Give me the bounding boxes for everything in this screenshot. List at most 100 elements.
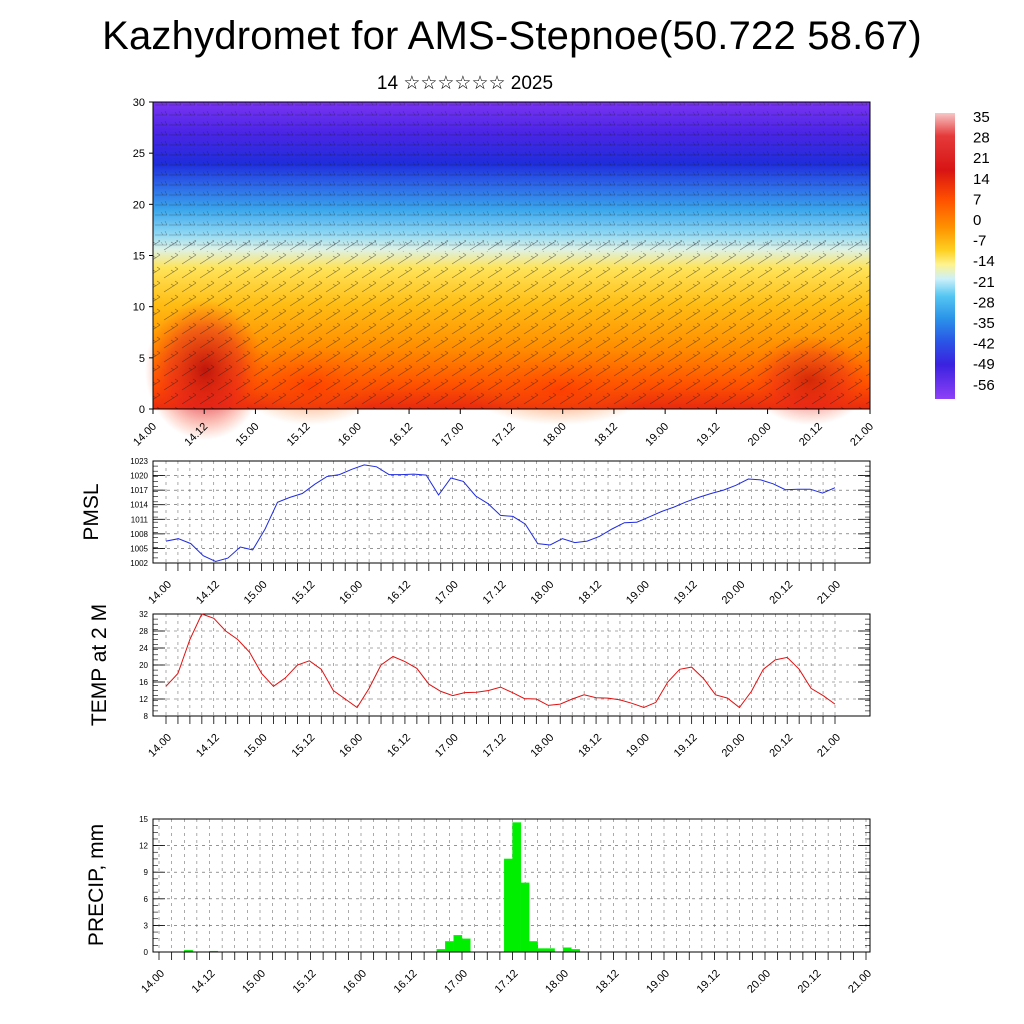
precip-bar — [503, 858, 513, 953]
colorbar-label: -7 — [973, 233, 986, 250]
precip-bar — [546, 948, 555, 953]
y-tick-label: 25 — [133, 148, 145, 160]
x-tick-label: 15.12 — [290, 732, 318, 760]
pmsl-frame — [152, 460, 871, 564]
x-tick-label: 17.12 — [493, 968, 521, 996]
x-tick-label: 14.00 — [139, 968, 167, 996]
x-tick-label: 16.12 — [392, 968, 420, 996]
precip-ylabel: PRECIP, mm — [85, 824, 108, 946]
x-tick-label: 17.12 — [481, 579, 509, 607]
x-tick-label: 15.12 — [291, 968, 319, 996]
precip-bars — [184, 822, 580, 953]
x-tick-label: 14.12 — [190, 968, 218, 996]
y-tick-label: 12 — [139, 842, 148, 851]
x-tick-label: 20.00 — [720, 732, 748, 760]
colorbar-label: -42 — [973, 336, 995, 353]
x-tick-label: 14.00 — [146, 579, 174, 607]
x-tick-label: 14.12 — [194, 579, 222, 607]
precip-x-axis: 14.00 14.12 15.00 15.12 16.00 16.12 17.00 17.12… — [139, 952, 874, 996]
y-tick-label: 1008 — [130, 530, 148, 539]
x-tick-label: 18.00 — [528, 579, 556, 607]
x-tick-label: 20.00 — [720, 579, 748, 607]
chart-title: Kazhydromet for AMS-Stepnoe(50.722 58.67… — [102, 14, 922, 58]
x-tick-label: 20.00 — [745, 968, 773, 996]
x-tick-label: 14.12 — [194, 732, 222, 760]
precip-bar — [512, 822, 522, 953]
y-tick-label: 16 — [139, 678, 148, 687]
x-tick-label: 19.12 — [672, 579, 700, 607]
temp-series-line — [165, 613, 836, 709]
y-tick-label: 1017 — [130, 486, 148, 495]
x-tick-label: 17.12 — [481, 732, 509, 760]
x-tick-label: 15.00 — [240, 968, 268, 996]
x-tick-label: 16.00 — [337, 579, 365, 607]
y-tick-label: 12 — [139, 695, 148, 704]
y-tick-label: 1002 — [130, 559, 148, 568]
colorbar-labels: 35 28 21 14 7 0 -7 -14 -21 -28 -35 -42 -49 -56 — [973, 109, 995, 394]
colorbar-ramp — [935, 113, 955, 399]
x-tick-label: 18.12 — [576, 732, 604, 760]
colorbar-label: 21 — [973, 150, 990, 167]
precip-bar — [537, 948, 547, 953]
colorbar-label: -35 — [973, 315, 995, 332]
x-tick-label: 18.00 — [543, 968, 571, 996]
x-tick-label: 16.00 — [341, 968, 369, 996]
x-tick-label: 21.00 — [846, 968, 874, 996]
y-tick-label: 1023 — [130, 457, 148, 466]
y-tick-label: 9 — [144, 868, 149, 877]
x-tick-label: 19.00 — [624, 579, 652, 607]
colorbar-label: -14 — [973, 253, 995, 270]
colorbar-label: 35 — [973, 109, 990, 126]
x-tick-label: 20.12 — [767, 732, 795, 760]
x-tick-label: 16.12 — [385, 579, 413, 607]
x-tick-label: 17.00 — [438, 421, 466, 449]
x-tick-label: 19.12 — [672, 732, 700, 760]
x-tick-label: 16.00 — [337, 732, 365, 760]
temp-x-axis: 14.00 14.12 15.00 15.12 16.00 16.12 17.00 17.12… — [146, 716, 843, 760]
y-tick-label: 8 — [144, 712, 149, 721]
pmsl-series-line — [165, 464, 836, 563]
colorbar: 35 28 21 14 7 0 -7 -14 -21 -28 -35 -42 -49 -56 — [935, 109, 995, 399]
pmsl-ylabel: PMSL — [80, 483, 103, 540]
x-tick-label: 18.12 — [594, 968, 622, 996]
chart-subtitle: 14 ☆☆☆☆☆☆ 2025 — [376, 73, 554, 94]
x-tick-label: 20.12 — [797, 421, 825, 449]
colorbar-label: -49 — [973, 356, 995, 373]
precip-bar — [461, 938, 471, 953]
x-tick-label: 16.12 — [387, 421, 415, 449]
y-tick-label: 1014 — [130, 501, 148, 510]
x-tick-label: 21.00 — [848, 421, 876, 449]
colorbar-label: 0 — [973, 212, 981, 229]
y-tick-label: 28 — [139, 627, 148, 636]
y-tick-label: 20 — [133, 199, 145, 211]
y-tick-label: 1005 — [130, 544, 148, 553]
y-tick-label: 6 — [144, 895, 149, 904]
colorbar-label: 14 — [973, 171, 990, 188]
precip-y-axis: 0 3 6 9 12 15 — [139, 815, 870, 957]
wind-barbs-layer — [153, 102, 870, 252]
y-tick-label: 1011 — [131, 515, 149, 524]
y-tick-label: 10 — [133, 302, 145, 314]
precip-bar — [529, 941, 538, 953]
y-tick-label: 20 — [139, 661, 148, 670]
x-tick-label: 15.00 — [242, 579, 270, 607]
colorbar-label: -56 — [973, 377, 995, 394]
temp-ylabel: TEMP at 2 M — [88, 604, 111, 726]
x-tick-label: 19.00 — [644, 968, 672, 996]
wind-barbs-layer-lower — [153, 240, 870, 409]
pmsl-y-axis: 1002 1005 1008 1011 1014 1017 1020 1023 — [130, 457, 870, 568]
precip-bar — [562, 947, 572, 953]
x-tick-label: 17.00 — [433, 732, 461, 760]
pmsl-x-axis: 14.00 14.12 15.00 15.12 16.00 16.12 17.00 17.12… — [146, 563, 843, 607]
x-tick-label: 19.00 — [643, 421, 671, 449]
y-tick-label: 30 — [133, 97, 145, 109]
x-tick-label: 15.12 — [290, 579, 318, 607]
x-tick-label: 17.00 — [433, 579, 461, 607]
x-tick-label: 18.00 — [528, 732, 556, 760]
x-tick-label: 19.00 — [624, 732, 652, 760]
colorbar-label: 7 — [973, 191, 981, 208]
x-tick-label: 19.12 — [695, 421, 723, 449]
